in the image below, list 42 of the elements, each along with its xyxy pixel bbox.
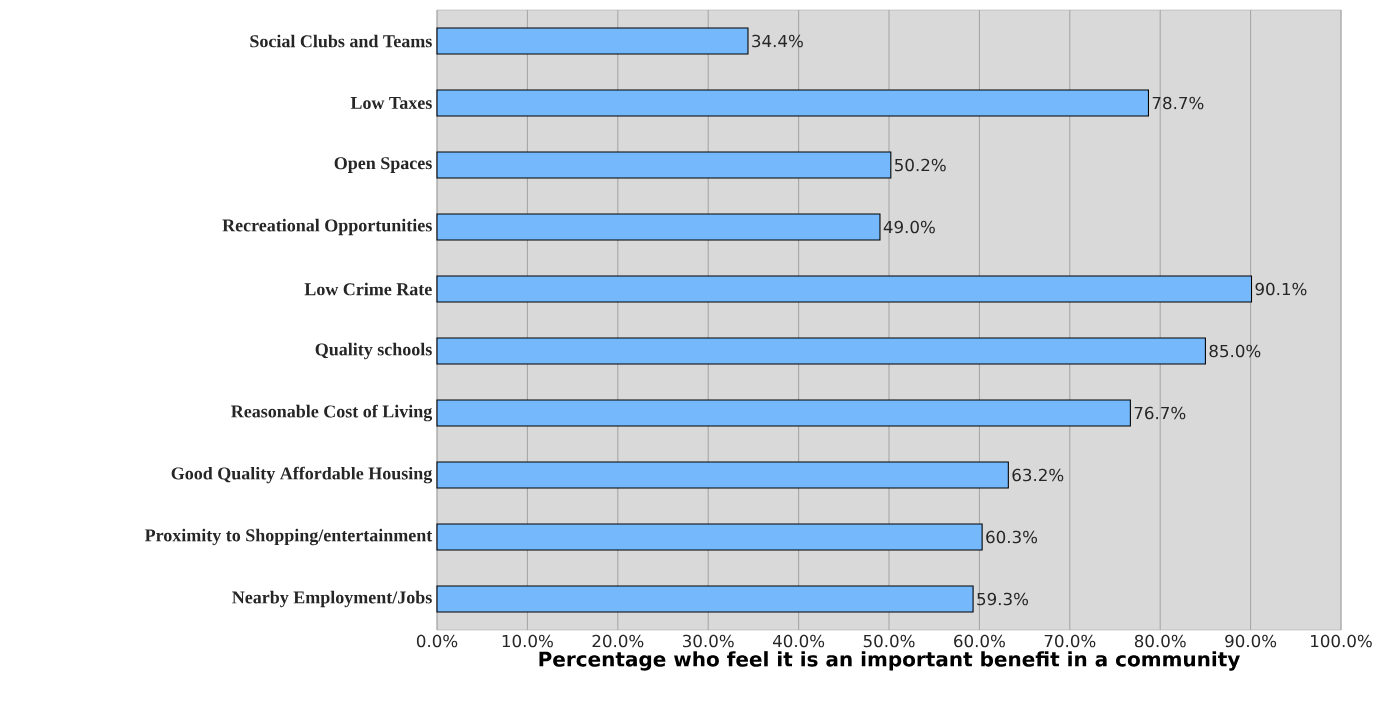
bar (436, 213, 881, 241)
y-tick-label: Recreational Opportunities (222, 218, 432, 236)
data-label: 60.3% (986, 530, 1038, 544)
data-label: 34.4% (752, 34, 803, 48)
bar (436, 27, 749, 55)
bar (436, 151, 892, 179)
x-tick-label: 70.0% (1044, 634, 1096, 648)
x-tick-label: 10.0% (502, 634, 553, 648)
x-tick-label: 50.0% (863, 634, 915, 648)
x-tick-label: 40.0% (772, 634, 825, 648)
y-tick-label: Open Spaces (334, 157, 432, 173)
y-tick-label: Good Quality Affordable Housing (171, 466, 433, 484)
x-axis-title: Percentage who feel it is an important benefit in a community (539, 651, 1241, 671)
data-label: 59.3% (977, 592, 1029, 606)
bar (436, 461, 1009, 489)
data-label: 49.0% (883, 220, 935, 234)
data-label: 63.2% (1012, 468, 1064, 482)
data-label: 76.7% (1134, 406, 1186, 420)
y-tick-label: Nearby Employment/Jobs (232, 590, 432, 608)
bar (436, 337, 1206, 365)
data-label: 50.2% (895, 158, 946, 172)
x-tick-label: 30.0% (683, 634, 734, 648)
y-tick-label: Social Clubs and Teams (250, 34, 432, 48)
bar (436, 399, 1131, 427)
bar (436, 275, 1253, 303)
y-tick-label: Low Crime Rate (304, 282, 432, 296)
data-label: 90.1% (1255, 282, 1307, 296)
y-tick-label: Low Taxes (350, 97, 432, 109)
y-tick-label: Quality schools (315, 342, 432, 360)
bar (436, 523, 983, 551)
x-tick-label: 60.0% (954, 634, 1005, 648)
data-label: 85.0% (1209, 344, 1261, 358)
y-tick-label: Reasonable Cost of Living (231, 404, 433, 422)
x-tick-label: 0.0% (416, 634, 458, 648)
x-tick-label: 80.0% (1134, 634, 1186, 648)
x-tick-label: 100.0% (1311, 634, 1372, 648)
y-tick-label: Proximity to Shopping/entertainment (144, 528, 433, 546)
bar (436, 89, 1149, 117)
data-label: 78.7% (1152, 96, 1204, 110)
bar (436, 585, 974, 613)
x-tick-label: 90.0% (1225, 634, 1277, 648)
x-tick-label: 20.0% (592, 634, 644, 648)
